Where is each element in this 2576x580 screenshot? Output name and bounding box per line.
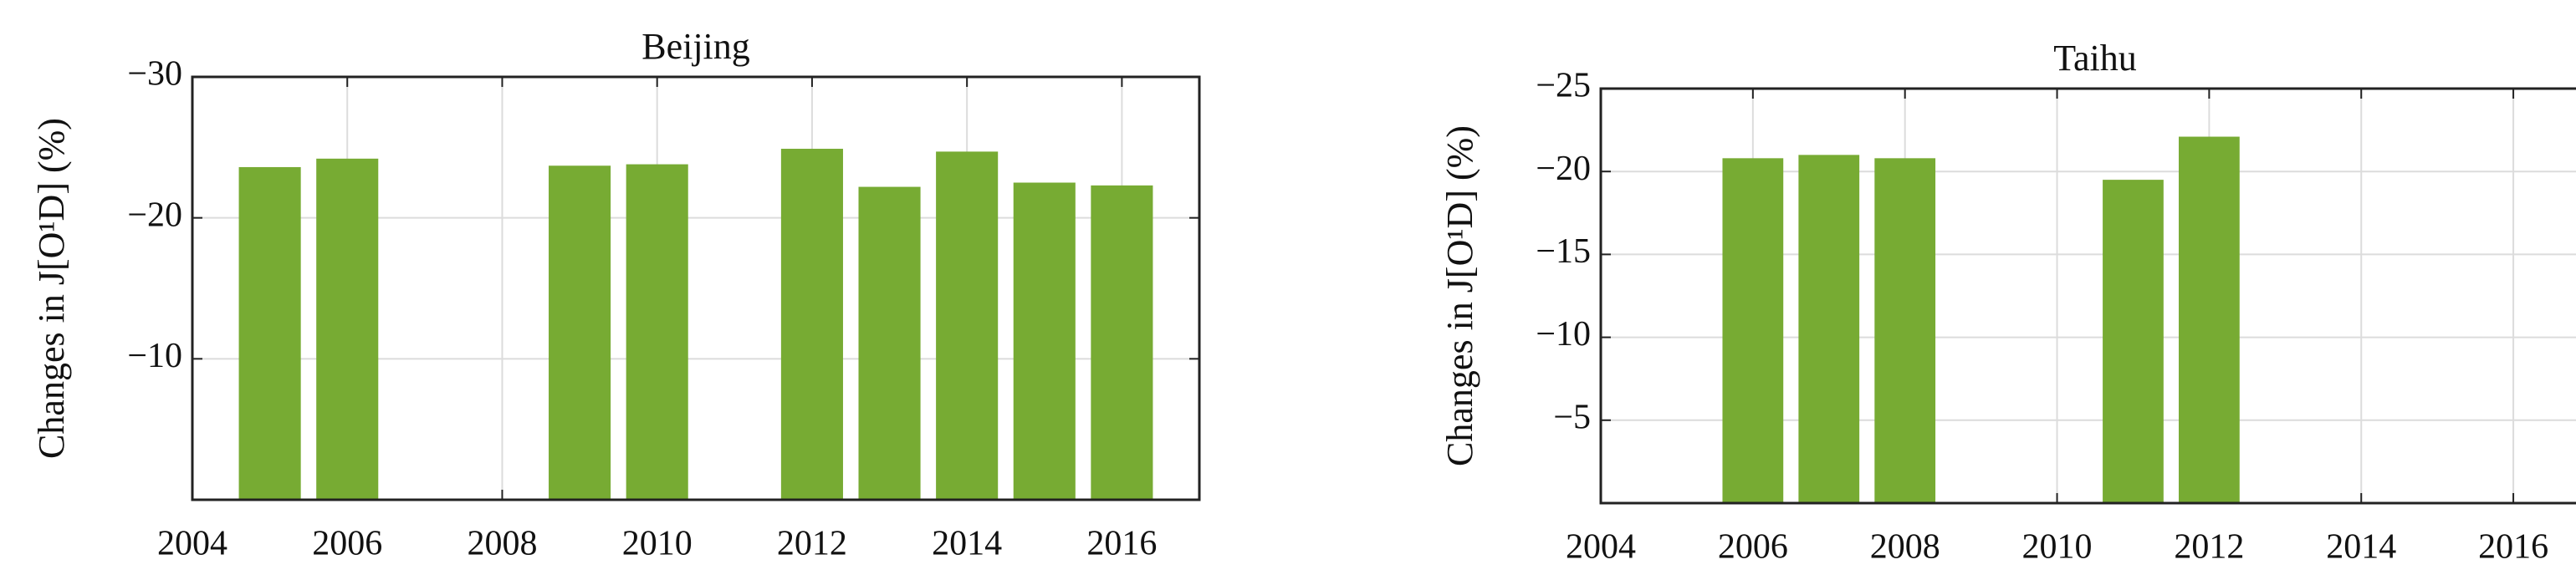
x-tick-label: 2016 xyxy=(2478,528,2548,567)
chart-title: Taihu xyxy=(2053,38,2137,79)
y-axis-label: Changes in J[O¹D] (%) xyxy=(31,118,72,459)
x-tick-label: 2008 xyxy=(1870,528,1940,567)
x-tick-label: 2014 xyxy=(932,525,1002,563)
bar xyxy=(1874,158,1936,503)
bar xyxy=(549,165,611,500)
axes-box xyxy=(191,75,1201,501)
bar xyxy=(316,158,379,500)
x-tick-label: 2010 xyxy=(2022,528,2093,567)
y-tick-label: −5 xyxy=(1553,398,1591,436)
bar xyxy=(238,166,301,501)
bar xyxy=(1798,155,1860,504)
y-tick-label: −10 xyxy=(1536,315,1591,354)
y-tick-label: −15 xyxy=(1536,232,1591,271)
x-tick-label: 2006 xyxy=(312,525,382,563)
y-tick-label: −30 xyxy=(127,55,182,94)
y-tick-label: −25 xyxy=(1536,67,1591,105)
bar xyxy=(936,151,999,501)
y-tick-label: −20 xyxy=(127,196,182,234)
bar xyxy=(626,164,688,500)
bar xyxy=(2103,180,2164,503)
axes-box xyxy=(1599,87,2576,505)
x-tick-label: 2004 xyxy=(1566,528,1636,567)
bar xyxy=(1722,158,1784,503)
x-tick-label: 2006 xyxy=(1718,528,1788,567)
y-axis-label: Changes in J[O¹D] (%) xyxy=(1439,125,1480,466)
y-tick-label: −10 xyxy=(127,337,182,375)
bar xyxy=(858,186,921,500)
chart-title: Beijing xyxy=(641,26,750,67)
x-tick-label: 2014 xyxy=(2326,528,2396,567)
x-tick-label: 2008 xyxy=(467,525,537,563)
y-tick-label: −20 xyxy=(1536,150,1591,188)
x-tick-label: 2012 xyxy=(777,525,847,563)
bar xyxy=(2179,136,2240,503)
x-tick-label: 2004 xyxy=(157,525,227,563)
x-tick-label: 2012 xyxy=(2174,528,2244,567)
bar xyxy=(1091,185,1153,500)
bar xyxy=(1013,182,1076,500)
x-tick-label: 2016 xyxy=(1086,525,1157,563)
x-tick-label: 2010 xyxy=(622,525,693,563)
bar xyxy=(780,149,843,500)
